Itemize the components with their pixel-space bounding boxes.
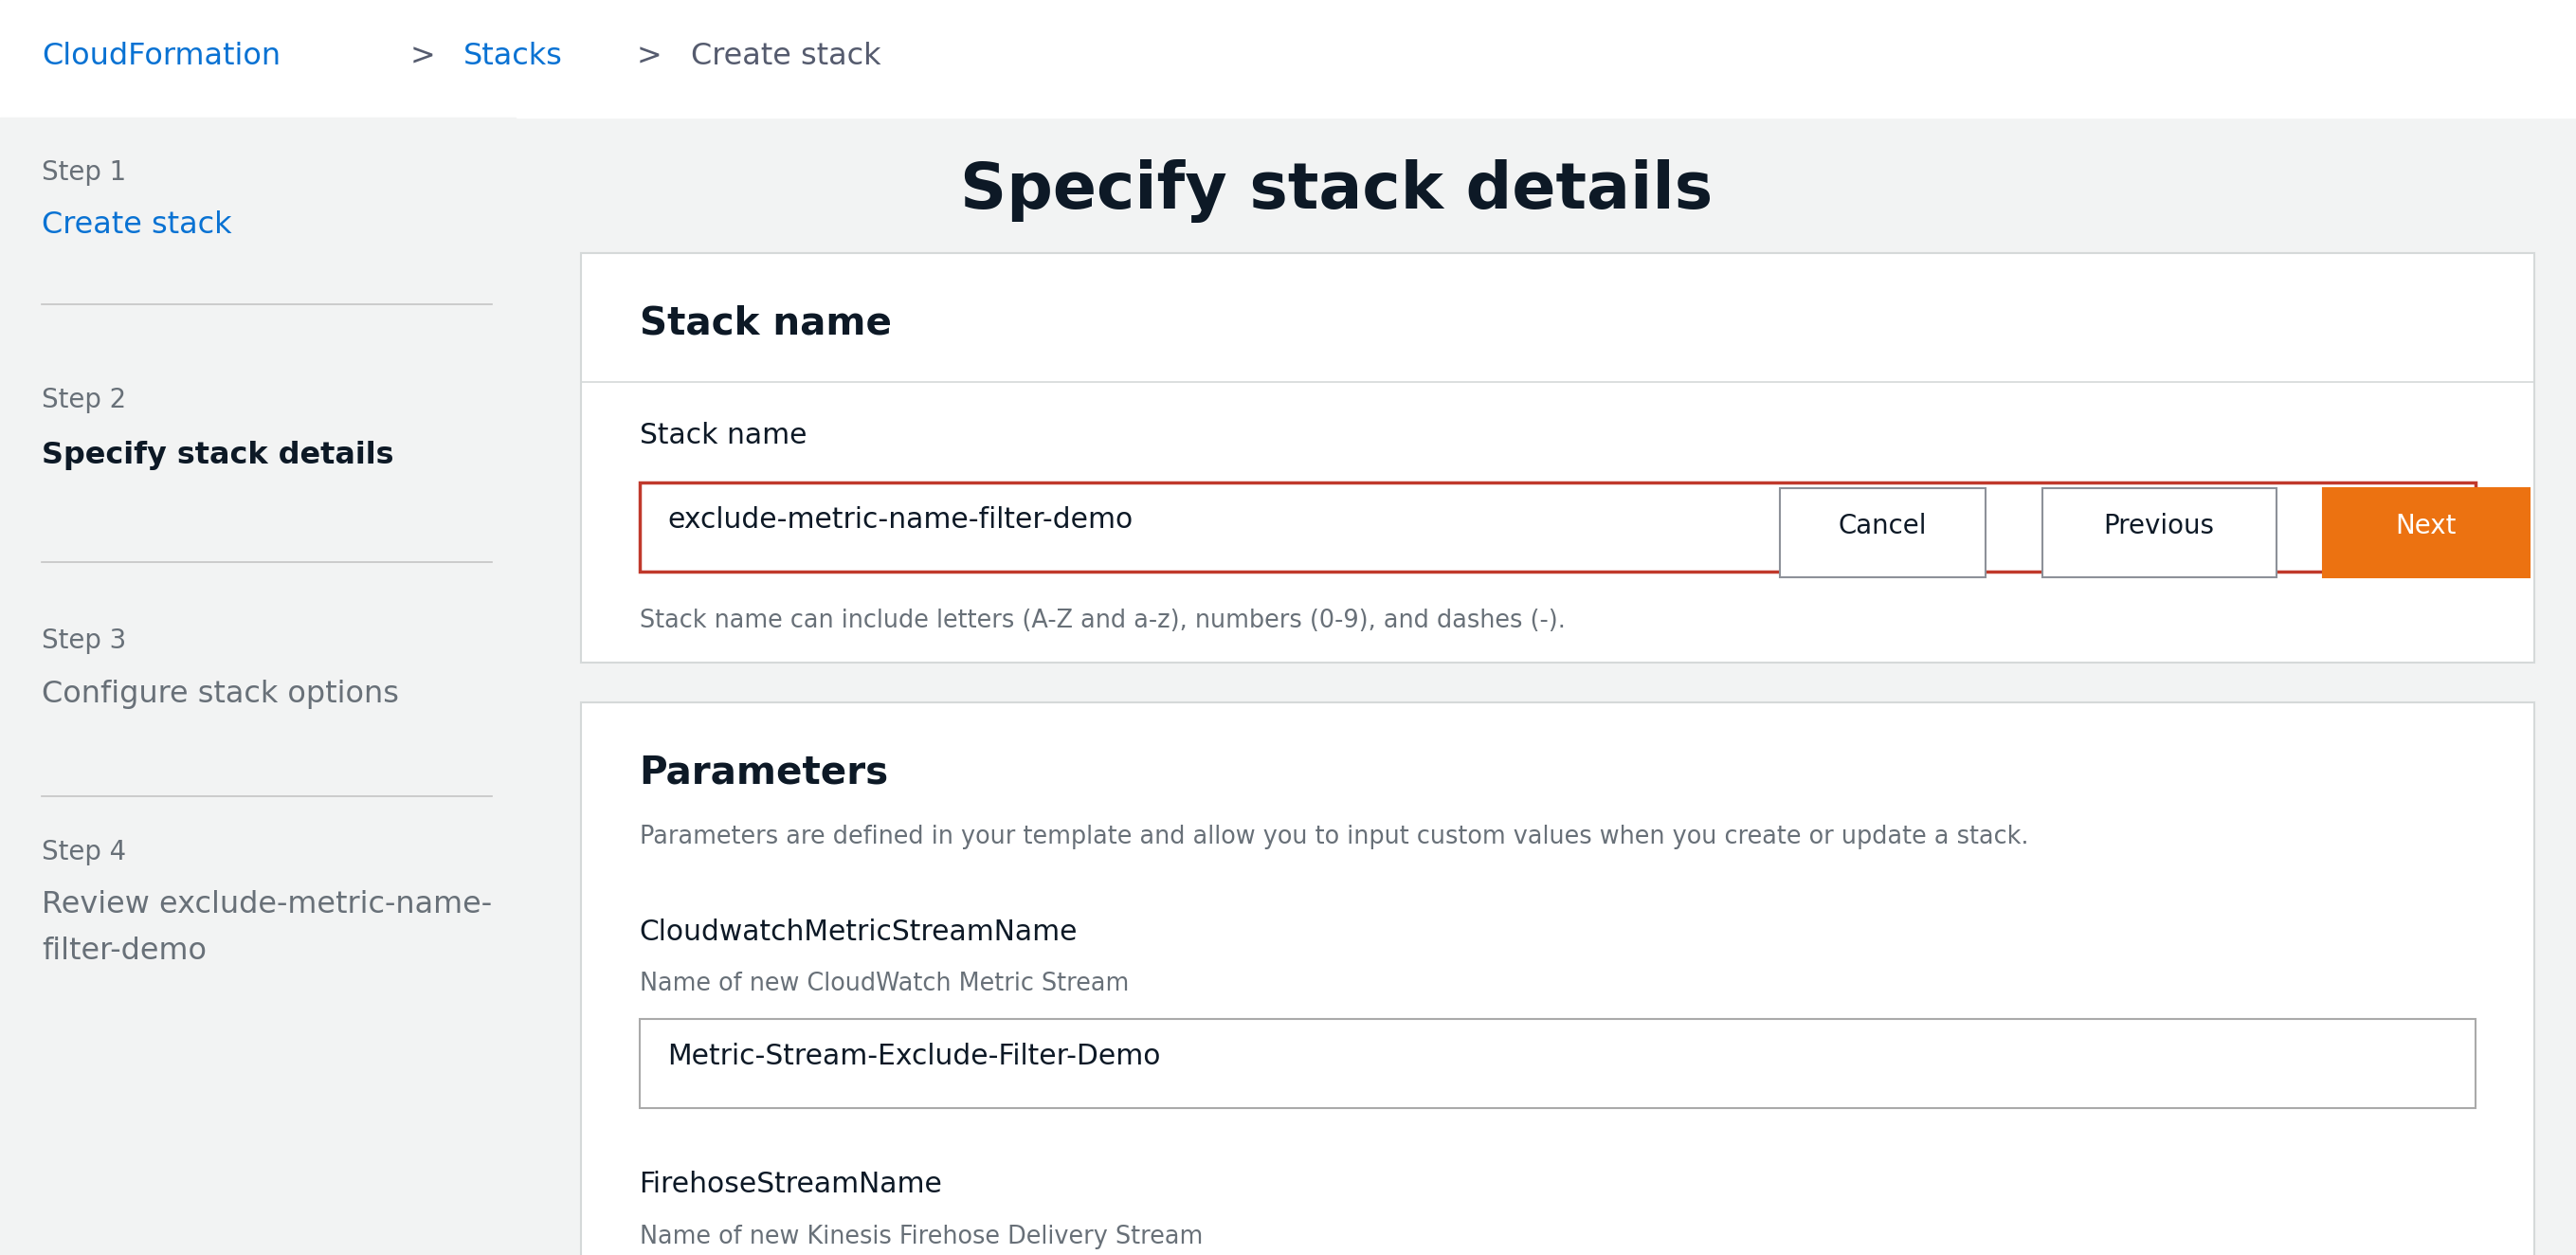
Bar (0, 0, 2576, 117)
Bar (580, 703, 2535, 1255)
Text: >: > (636, 43, 662, 72)
Bar (2043, 488, 2277, 577)
Text: Parameters are defined in your template and allow you to input custom values whe: Parameters are defined in your template … (639, 825, 2027, 850)
Text: Configure stack options: Configure stack options (41, 679, 399, 709)
Bar (580, 254, 2535, 663)
Text: Cancel: Cancel (1839, 513, 1927, 540)
Text: CloudwatchMetricStreamName: CloudwatchMetricStreamName (639, 919, 1077, 945)
Text: Stack name can include letters (A-Z and a-z), numbers (0-9), and dashes (-).: Stack name can include letters (A-Z and … (639, 609, 1566, 634)
Text: Specify stack details: Specify stack details (961, 159, 1713, 223)
Text: Create stack: Create stack (41, 211, 232, 240)
Bar (0, 117, 515, 1255)
Text: Previous: Previous (2105, 513, 2215, 540)
Text: Step 3: Step 3 (41, 628, 126, 654)
Text: Step 2: Step 2 (41, 387, 126, 413)
Text: Stack name: Stack name (639, 305, 891, 343)
Text: Create stack: Create stack (690, 43, 881, 72)
Bar (639, 1019, 2476, 1108)
Text: Specify stack details: Specify stack details (41, 441, 394, 469)
Bar (2324, 488, 2530, 577)
Text: Stacks: Stacks (464, 43, 564, 72)
Text: CloudFormation: CloudFormation (41, 43, 281, 72)
Bar (639, 482, 2476, 571)
Text: Metric-Stream-Exclude-Filter-Demo: Metric-Stream-Exclude-Filter-Demo (667, 1042, 1162, 1069)
Text: Step 4: Step 4 (41, 838, 126, 865)
Text: FirehoseStreamName: FirehoseStreamName (639, 1171, 943, 1199)
Text: Name of new CloudWatch Metric Stream: Name of new CloudWatch Metric Stream (639, 971, 1128, 996)
Text: filter-demo: filter-demo (41, 936, 206, 966)
Text: Step 1: Step 1 (41, 159, 126, 186)
Text: Name of new Kinesis Firehose Delivery Stream: Name of new Kinesis Firehose Delivery St… (639, 1225, 1203, 1250)
Text: exclude-metric-name-filter-demo: exclude-metric-name-filter-demo (667, 506, 1133, 533)
Text: Next: Next (2396, 513, 2458, 540)
Text: >: > (410, 43, 435, 72)
Text: Review exclude-metric-name-: Review exclude-metric-name- (41, 890, 492, 920)
Bar (1780, 488, 1986, 577)
Text: Parameters: Parameters (639, 754, 889, 792)
Text: Stack name: Stack name (639, 422, 806, 449)
